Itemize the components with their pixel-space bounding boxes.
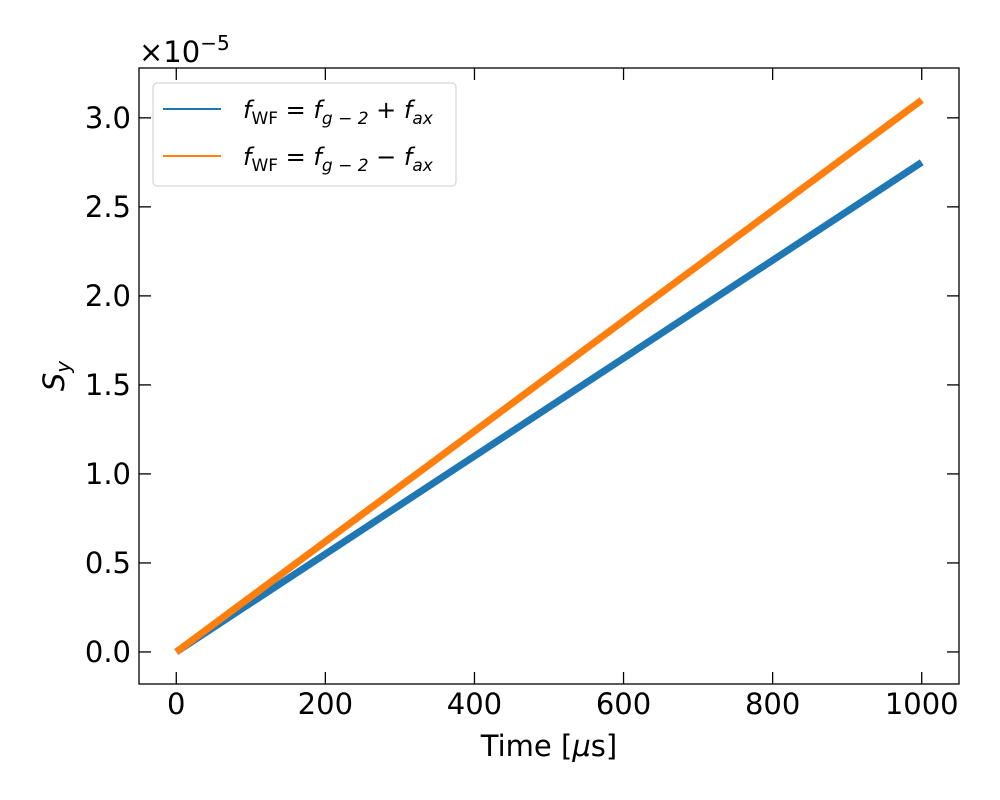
- y-tick-label: 0.0: [85, 635, 131, 669]
- x-tick-label: 600: [596, 687, 651, 721]
- y-tick-label: 1.5: [85, 368, 131, 402]
- x-axis-label-tail: s]: [591, 729, 617, 763]
- y-tick-label: 3.0: [85, 101, 131, 135]
- y-axis-label-sub: y: [51, 360, 75, 374]
- x-axis-label: Time [μs]: [480, 729, 617, 763]
- y-axis: 0.0 0.5 1.0 1.5 2.0 2.5 3.0: [85, 101, 959, 669]
- y-scale-offset: ×10−5: [139, 31, 230, 69]
- series-line-2: [174, 97, 924, 655]
- series-line-1: [174, 159, 924, 655]
- legend-frame: [152, 82, 457, 187]
- legend-label-series-1: fWF = fg − 2 + fax: [243, 96, 434, 129]
- y-scale-exponent: −5: [200, 31, 229, 55]
- x-axis-label-mu: μ: [571, 729, 590, 763]
- plot-frame: [138, 67, 960, 685]
- series-layer: [174, 97, 924, 655]
- y-tick-label: 2.5: [85, 190, 131, 224]
- x-tick-label: 800: [745, 687, 800, 721]
- legend-label-series-2: fWF = fg − 2 − fax: [243, 143, 434, 176]
- legend: fWF = fg − 2 + fax fWF = fg − 2 − fax: [152, 82, 457, 187]
- x-axis-label-main: Time [: [480, 729, 573, 763]
- x-tick-label: 1000: [885, 687, 959, 721]
- y-axis-label-main: S: [37, 373, 71, 391]
- y-tick-label: 2.0: [85, 279, 131, 313]
- y-tick-label: 1.0: [85, 457, 131, 491]
- x-tick-label: 200: [298, 687, 353, 721]
- y-scale-base: ×10: [139, 35, 200, 69]
- y-tick-label: 0.5: [85, 546, 131, 580]
- y-axis-label: Sy: [37, 360, 75, 391]
- x-tick-label: 0: [167, 687, 185, 721]
- x-axis: 0 200 400 600 800 1000: [167, 68, 959, 721]
- x-tick-label: 400: [447, 687, 502, 721]
